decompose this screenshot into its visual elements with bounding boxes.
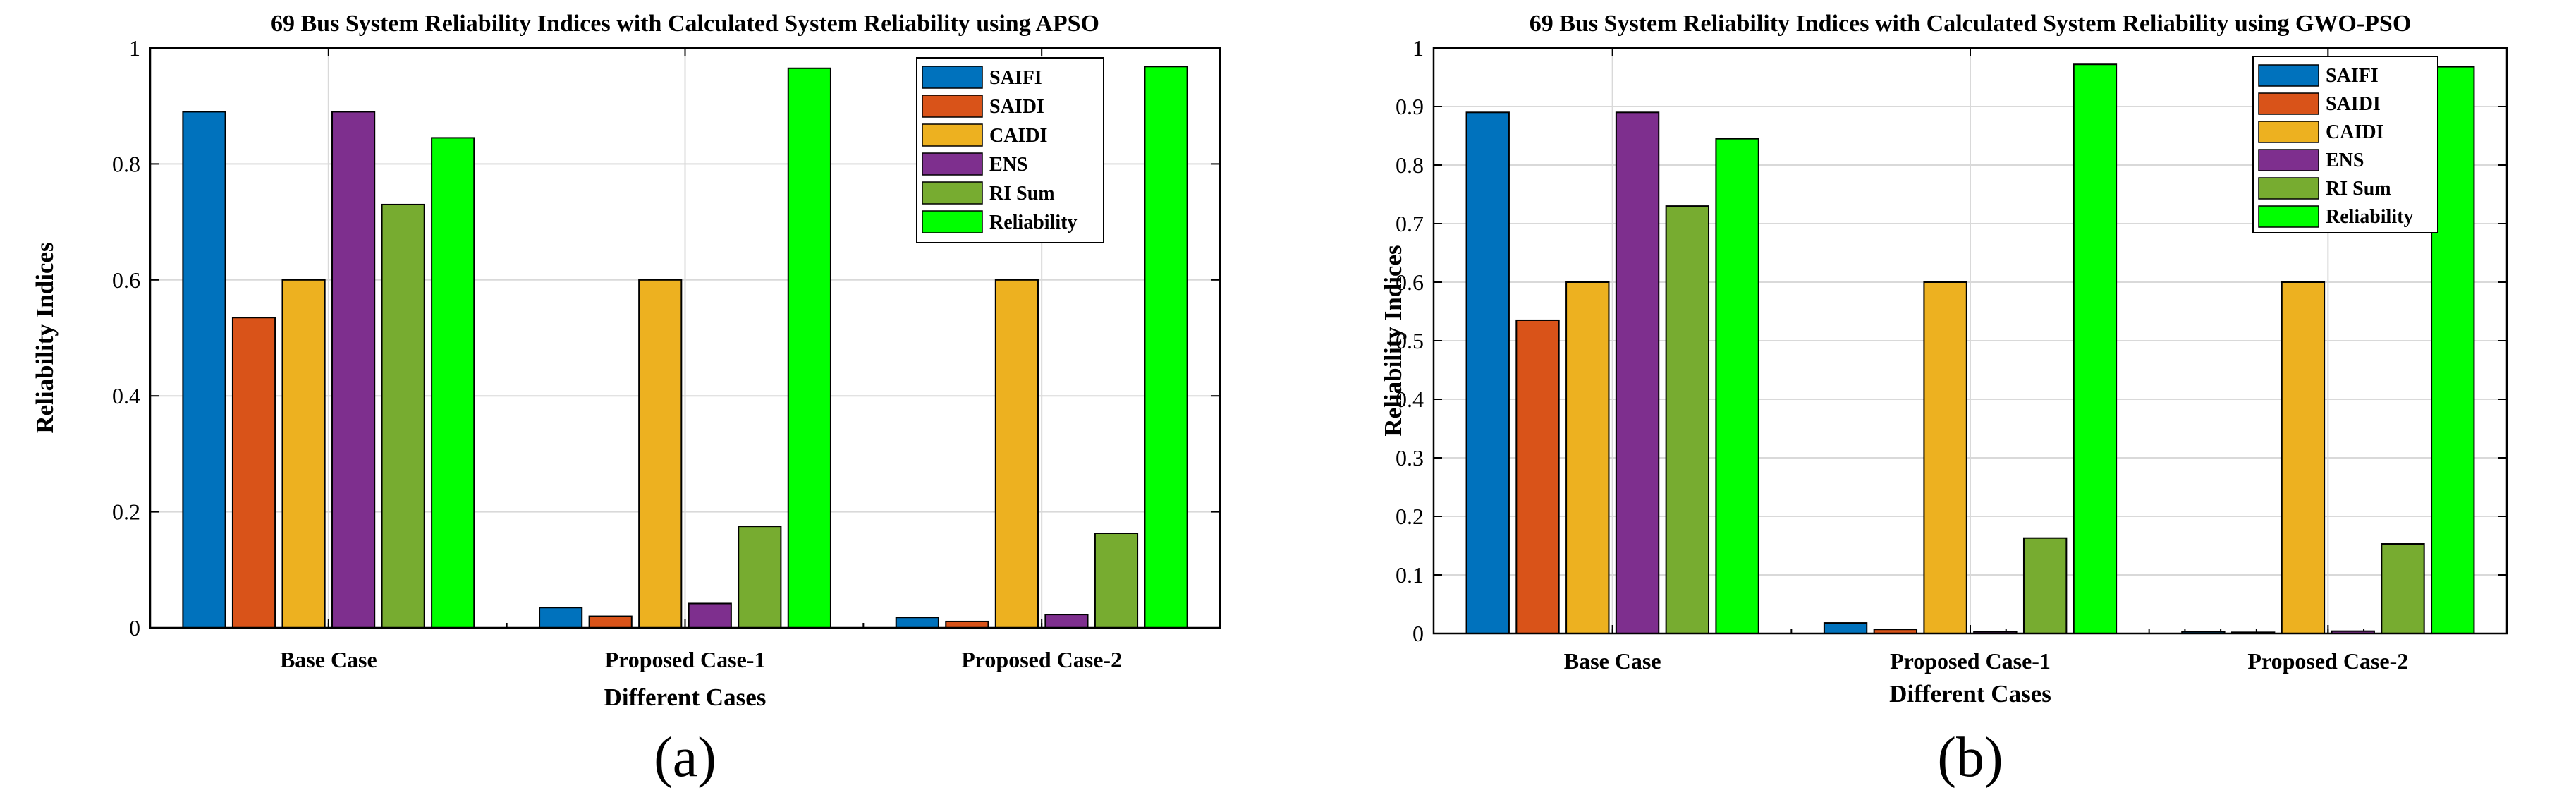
y-axis-label: Reliability Indices — [1379, 245, 1407, 436]
panel-label-a: (a) — [654, 727, 716, 789]
legend-label: CAIDI — [989, 125, 1047, 147]
chart-panel-b: 69 Bus System Reliability Indices with C… — [1379, 11, 2508, 789]
plot-frame — [1432, 47, 2508, 635]
x-tick-label: Base Case — [1564, 648, 1661, 674]
legend-swatch — [2258, 177, 2319, 200]
y-axis-label: Reliability Indices — [31, 242, 59, 433]
bar-ens — [688, 602, 732, 629]
bar-ri-sum — [2022, 537, 2068, 635]
x-axis-label: Different Cases — [604, 684, 767, 711]
x-tick-label: Base Case — [280, 647, 377, 672]
bar-ri-sum — [2381, 543, 2425, 635]
legend-swatch — [2258, 121, 2319, 143]
bar-reliability — [787, 67, 831, 629]
legend-swatch — [2258, 92, 2319, 115]
bar-ri-sum — [381, 203, 425, 629]
legend: SAIFI SAIDI CAIDI ENS RI Sum Reliability — [2252, 56, 2438, 233]
bar-saidi — [1515, 319, 1560, 634]
y-tick-label: 0.8 — [112, 151, 140, 176]
bar-reliability — [431, 137, 475, 629]
bar-saifi — [1823, 622, 1868, 634]
bar-caidi — [1565, 281, 1610, 634]
y-tick-label: 0.1 — [1396, 562, 1424, 588]
x-tick-label: Proposed Case-1 — [1890, 648, 2051, 674]
bar-saidi — [588, 615, 633, 629]
legend-swatch — [2258, 149, 2319, 171]
y-tick-label: 0.7 — [1396, 211, 1424, 236]
bar-saifi — [182, 111, 226, 629]
legend-label: Reliability — [989, 212, 1077, 233]
legend-label: CAIDI — [2326, 121, 2383, 143]
y-tick-label: 0 — [129, 615, 140, 641]
chart-title: 69 Bus System Reliability Indices with C… — [1530, 11, 2412, 37]
legend-label: SAIDI — [2326, 93, 2381, 115]
bar-ens — [1615, 111, 1660, 635]
x-tick-label: Proposed Case-1 — [605, 647, 766, 672]
y-tick-label: 0.4 — [1396, 387, 1424, 412]
bar-ri-sum — [1094, 533, 1139, 629]
bar-reliability — [2073, 63, 2118, 635]
legend-swatch — [922, 210, 983, 233]
y-tick-label: 0.5 — [1396, 328, 1424, 353]
legend-label: SAIDI — [989, 96, 1044, 118]
legend-label: Reliability — [2326, 206, 2413, 228]
y-tick-label: 0.2 — [1396, 504, 1424, 529]
bar-saifi — [1465, 111, 1510, 635]
bar-saidi — [945, 620, 989, 629]
bar-caidi — [994, 279, 1039, 629]
bar-reliability — [1715, 138, 1759, 634]
chart-panel-a: 69 Bus System Reliability Indices with C… — [31, 11, 1221, 789]
x-axis-label: Different Cases — [1889, 680, 2051, 708]
legend-swatch — [2258, 205, 2319, 228]
chart-title: 69 Bus System Reliability Indices with C… — [271, 11, 1099, 37]
legend-label: RI Sum — [989, 183, 1055, 205]
y-tick-label: 0 — [1412, 621, 1424, 646]
x-tick-label: Proposed Case-2 — [961, 647, 1122, 672]
y-tick-label: 1 — [1412, 35, 1424, 61]
bar-caidi — [1923, 281, 1967, 634]
legend-label: SAIFI — [989, 67, 1042, 89]
legend-swatch — [922, 181, 983, 205]
bar-ens — [331, 111, 376, 629]
legend-label: ENS — [2326, 150, 2364, 171]
y-tick-label: 0.6 — [1396, 269, 1424, 295]
bar-caidi — [638, 279, 683, 629]
bar-ri-sum — [738, 526, 782, 629]
bar-saifi — [895, 617, 939, 629]
legend-swatch — [922, 95, 983, 118]
y-tick-label: 0.4 — [112, 383, 140, 408]
legend-swatch — [922, 66, 983, 89]
bar-reliability — [1144, 66, 1188, 629]
legend-label: RI Sum — [2326, 178, 2391, 200]
legend-swatch — [922, 123, 983, 147]
legend-label: ENS — [989, 154, 1027, 176]
legend-swatch — [2258, 64, 2319, 87]
y-tick-label: 0.9 — [1396, 94, 1424, 119]
legend-label: SAIFI — [2326, 65, 2379, 87]
y-tick-label: 0.8 — [1396, 152, 1424, 178]
bar-caidi — [281, 279, 326, 629]
bar-ri-sum — [1665, 205, 1710, 635]
bar-ens — [1044, 614, 1089, 629]
y-tick-label: 0.2 — [112, 499, 140, 525]
plot-frame — [149, 47, 1221, 629]
legend: SAIFI SAIDI CAIDI ENS RI Sum Reliability — [916, 57, 1104, 243]
panel-label-b: (b) — [1937, 727, 2003, 789]
bar-saidi — [231, 317, 276, 629]
legend-swatch — [922, 152, 983, 176]
y-tick-label: 0.6 — [112, 267, 140, 293]
bar-saifi — [539, 607, 583, 629]
y-tick-label: 1 — [129, 35, 140, 61]
x-tick-label: Proposed Case-2 — [2247, 648, 2408, 674]
y-tick-label: 0.3 — [1396, 445, 1424, 471]
bar-caidi — [2281, 281, 2326, 634]
